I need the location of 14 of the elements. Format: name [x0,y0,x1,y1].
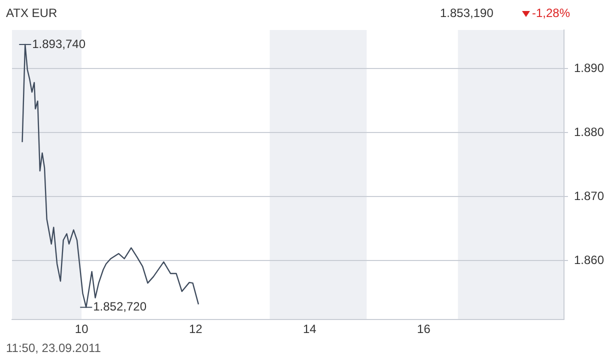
annotation: 1.893,740 [32,36,86,51]
annotation: 1.852,720 [93,300,147,314]
chart-title: ATX EUR [6,6,58,20]
x-tick-label: 14 [302,322,317,336]
text: -1,28% [532,6,570,20]
y-tick-label: 1.870 [574,188,604,203]
x-tick-label: 16 [417,322,431,336]
text: 11:50, 23.09.2011 [6,341,101,355]
y-tick-label: 1.860 [574,252,604,267]
x-tick-label: 12 [188,322,203,336]
chart-subtitle: 1.853,190 [440,6,494,20]
y-tick-label: 1.890 [574,60,604,75]
x-tick-label: 10 [74,322,89,336]
y-tick-label: 1.880 [574,124,604,139]
